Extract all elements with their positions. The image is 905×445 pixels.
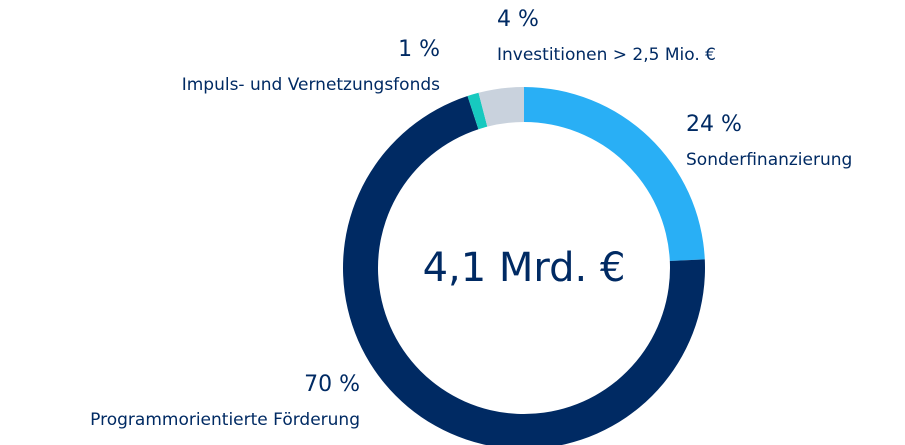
category-label: Investitionen > 2,5 Mio. € [497,45,716,65]
center-label: 4,1 Mrd. € [423,245,626,291]
donut-segment [524,87,705,262]
value-label: 1 % [398,37,440,62]
value-label: 24 % [686,112,742,137]
value-label: 70 % [304,372,360,397]
category-label: Impuls- und Vernetzungsfonds [182,75,440,95]
category-label: Programmorientierte Förderung [90,410,360,430]
donut-segment [467,92,488,130]
value-label: 4 % [497,7,539,32]
donut-segment [478,87,524,127]
category-label: Sonderfinanzierung [686,150,852,170]
